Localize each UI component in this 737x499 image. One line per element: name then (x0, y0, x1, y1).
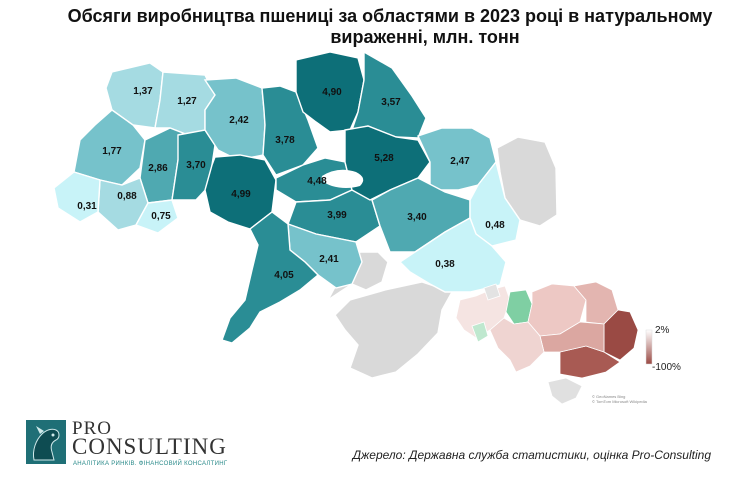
inset-region-middle-south (539, 321, 605, 353)
legend-gradient-bar (645, 329, 653, 365)
dnipro-reservoir (321, 169, 364, 188)
value-zakarpattia: 0,31 (77, 201, 97, 212)
inset-region-south-west (489, 317, 545, 373)
inset-region-small-green (471, 321, 489, 343)
logo-pro-text: PRO (72, 418, 112, 439)
value-poltava: 5,28 (374, 153, 394, 164)
value-vinnytsia: 4,99 (231, 189, 251, 200)
value-donetsk: 0,38 (435, 259, 455, 270)
value-kyiv: 3,78 (275, 135, 295, 146)
value-dnipropetrovsk: 3,40 (407, 212, 427, 223)
value-mykolaiv: 2,41 (319, 254, 339, 265)
region-crimea-occupied (334, 281, 454, 379)
value-kharkiv: 2,47 (450, 156, 470, 167)
region-luhansk-occupied (496, 136, 558, 227)
pro-consulting-logo-icon (26, 420, 66, 464)
region-chernivtsi (134, 199, 179, 234)
map-title-line1: Обсяги виробництва пшениці за областями … (67, 6, 713, 26)
logo-tagline: АНАЛІТИКА РИНКІВ. ФІНАНСОВИЙ КОНСАЛТИНГ (73, 461, 228, 467)
region-zakarpattia (53, 171, 101, 223)
logo-consulting-text: CONSULTING (72, 434, 227, 459)
value-ternopil: 2,86 (148, 163, 168, 174)
value-chernivtsi: 0,75 (151, 211, 171, 222)
inset-region-grey (483, 283, 501, 301)
legend-max-label: 2% (655, 325, 670, 336)
map-title: Обсяги виробництва пшениці за областями … (40, 6, 737, 48)
value-luhansk: 0,48 (485, 220, 505, 231)
value-cherkasy: 4,48 (307, 176, 327, 187)
region-donetsk (398, 216, 507, 293)
value-zhytomyr: 2,42 (229, 115, 249, 126)
value-khmelnytskyi: 3,70 (186, 160, 206, 171)
inset-region-highlight (505, 289, 533, 325)
legend-min-label: -100% (652, 362, 681, 373)
value-sumy: 3,57 (381, 97, 401, 108)
inset-change-map (455, 281, 639, 405)
value-ivano-frankivsk: 0,88 (117, 191, 137, 202)
value-odesa: 4,05 (274, 270, 294, 281)
value-volyn: 1,37 (133, 86, 153, 97)
map-attribution-line1: © GeoNames Bing (592, 394, 625, 399)
region-sumy (350, 50, 427, 139)
value-lviv: 1,77 (102, 146, 122, 157)
value-kirovohrad: 3,99 (327, 210, 347, 221)
value-chernihiv: 4,90 (322, 87, 342, 98)
value-rivne: 1,27 (177, 96, 197, 107)
inset-legend: 2% -100% (645, 325, 681, 373)
map-attribution-line2: © TomTom Microsoft Wikipedia (592, 399, 648, 404)
region-luhansk (469, 160, 521, 247)
map-title-line2: вираженні, млн. тонн (330, 27, 520, 47)
region-odesa (221, 211, 320, 344)
inset-crimea (547, 377, 583, 405)
source-note: Джерело: Державна служба статистики, оці… (352, 448, 711, 462)
